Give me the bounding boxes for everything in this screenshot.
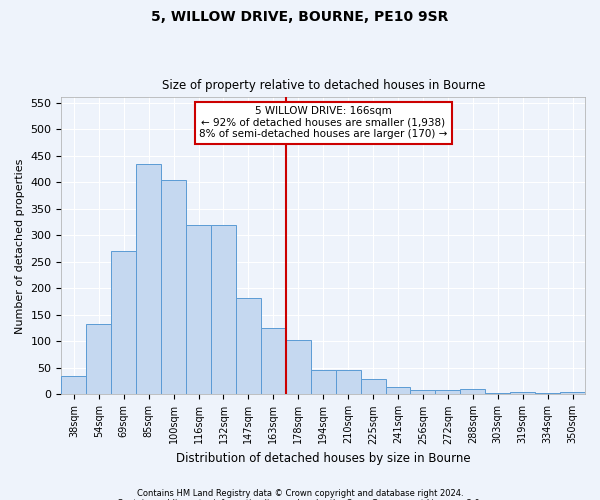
- Bar: [335, 370, 361, 394]
- Bar: [86, 324, 111, 394]
- Bar: [460, 389, 485, 394]
- Bar: [436, 390, 460, 394]
- Title: Size of property relative to detached houses in Bourne: Size of property relative to detached ho…: [161, 79, 485, 92]
- Text: Contains HM Land Registry data © Crown copyright and database right 2024.: Contains HM Land Registry data © Crown c…: [137, 488, 463, 498]
- Bar: [186, 224, 211, 394]
- Bar: [410, 390, 436, 394]
- Bar: [560, 392, 585, 394]
- Bar: [261, 328, 286, 394]
- Bar: [211, 224, 236, 394]
- Bar: [286, 340, 311, 394]
- Bar: [485, 393, 510, 394]
- Bar: [236, 298, 261, 394]
- Bar: [136, 164, 161, 394]
- Bar: [386, 387, 410, 394]
- Bar: [535, 393, 560, 394]
- Text: 5, WILLOW DRIVE, BOURNE, PE10 9SR: 5, WILLOW DRIVE, BOURNE, PE10 9SR: [151, 10, 449, 24]
- Text: 5 WILLOW DRIVE: 166sqm
← 92% of detached houses are smaller (1,938)
8% of semi-d: 5 WILLOW DRIVE: 166sqm ← 92% of detached…: [199, 106, 448, 140]
- Bar: [111, 251, 136, 394]
- Bar: [161, 180, 186, 394]
- Bar: [61, 376, 86, 394]
- Text: Contains public sector information licensed under the Open Government Licence v3: Contains public sector information licen…: [118, 498, 482, 500]
- X-axis label: Distribution of detached houses by size in Bourne: Distribution of detached houses by size …: [176, 452, 470, 465]
- Bar: [361, 379, 386, 394]
- Bar: [510, 392, 535, 394]
- Bar: [311, 370, 335, 394]
- Y-axis label: Number of detached properties: Number of detached properties: [15, 158, 25, 334]
